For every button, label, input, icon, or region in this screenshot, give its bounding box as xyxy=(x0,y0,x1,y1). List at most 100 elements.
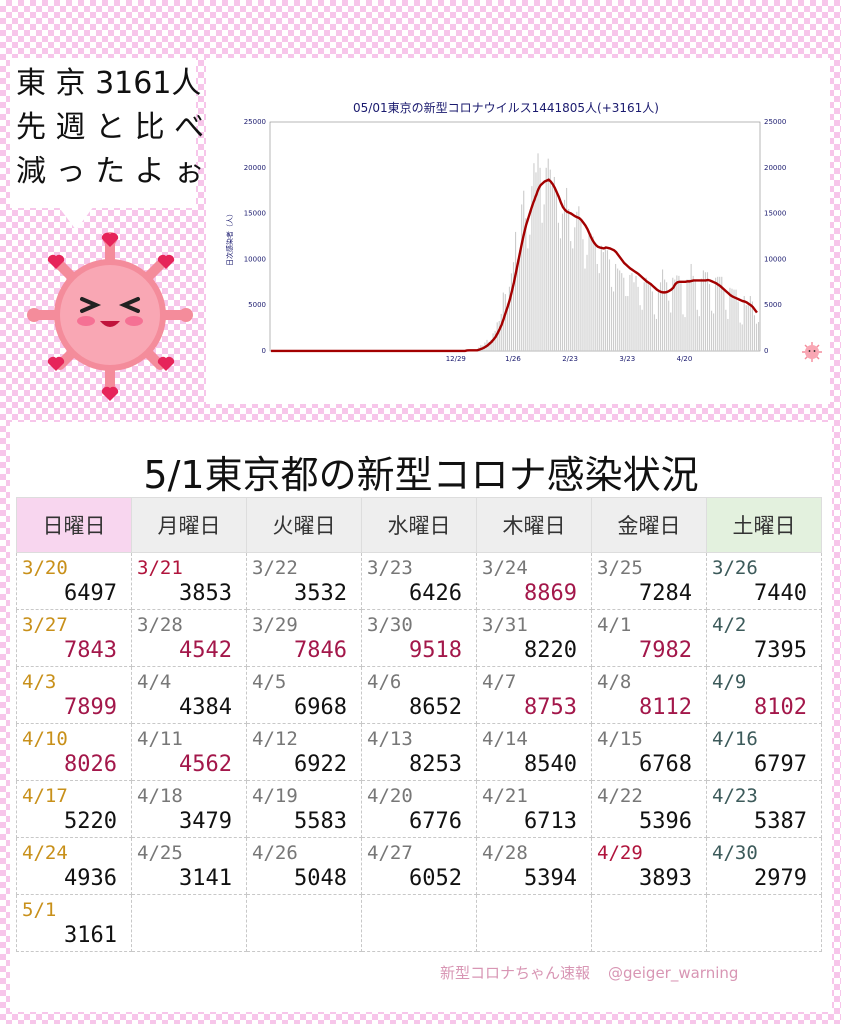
daily-bar xyxy=(672,277,674,351)
daily-bar xyxy=(664,279,666,351)
cell-count: 7899 xyxy=(64,695,117,720)
daily-bar xyxy=(757,322,760,351)
day-cell: 3/26 7440 xyxy=(706,552,822,610)
cell-date: 4/8 xyxy=(597,671,632,693)
day-cell: 4/8 8112 xyxy=(591,666,707,724)
day-cell: 4/16 6797 xyxy=(706,723,822,781)
daily-bar xyxy=(680,283,682,351)
cell-date: 4/22 xyxy=(597,785,643,807)
daily-bar xyxy=(659,282,662,351)
daily-bar xyxy=(561,213,564,351)
cell-date: 4/17 xyxy=(22,785,68,807)
cell-count: 7982 xyxy=(639,638,692,663)
daily-bar xyxy=(735,289,737,351)
cell-count: 8869 xyxy=(524,581,577,606)
cell-count: 7843 xyxy=(64,638,117,663)
daily-bar xyxy=(492,333,494,351)
cell-count: 8540 xyxy=(524,752,577,777)
daily-bar xyxy=(690,263,692,351)
daily-bar xyxy=(627,296,629,351)
cell-date: 4/19 xyxy=(252,785,298,807)
daily-bar xyxy=(578,206,580,351)
daily-bar xyxy=(737,301,739,351)
cell-date: 4/25 xyxy=(137,842,183,864)
day-cell: 4/28 5394 xyxy=(476,837,592,895)
day-cell: 4/20 6776 xyxy=(361,780,477,838)
daily-bar xyxy=(521,204,523,351)
cell-count: 9518 xyxy=(409,638,462,663)
daily-bar xyxy=(643,282,645,351)
day-cell: 3/23 6426 xyxy=(361,552,477,610)
cell-count: 7440 xyxy=(754,581,807,606)
cell-date: 4/24 xyxy=(22,842,68,864)
daily-bar xyxy=(655,318,657,351)
daily-bar xyxy=(749,296,751,351)
cell-count: 6776 xyxy=(409,809,462,834)
daily-bar xyxy=(706,272,709,351)
daily-bar xyxy=(747,305,749,351)
day-cell: 4/4 4384 xyxy=(131,666,247,724)
daily-bar xyxy=(529,234,531,351)
cell-count: 8220 xyxy=(524,638,577,663)
daily-bar xyxy=(574,227,576,351)
cell-date: 5/1 xyxy=(22,899,57,921)
cell-date: 3/27 xyxy=(22,614,68,636)
day-cell: 4/1 7982 xyxy=(591,609,707,667)
weekly-case-table: 日曜日 月曜日 火曜日 水曜日 木曜日 金曜日 土曜日 3/20 6497 3/21 3853 3/… xyxy=(16,497,822,952)
day-cell: 4/7 8753 xyxy=(476,666,592,724)
daily-bar xyxy=(621,273,623,351)
day-cell: 4/10 8026 xyxy=(16,723,132,781)
day-cell: 3/22 3532 xyxy=(246,552,362,610)
daily-bar xyxy=(635,275,637,351)
daily-bar xyxy=(582,239,584,351)
daily-bar xyxy=(580,218,582,351)
daily-bar xyxy=(617,268,619,351)
cell-date: 3/28 xyxy=(137,614,183,636)
daily-bar xyxy=(641,309,643,351)
daily-bar xyxy=(586,254,588,351)
cell-count: 5220 xyxy=(64,809,117,834)
cell-count: 3161 xyxy=(64,923,117,948)
weekday-header: 火曜日 xyxy=(246,497,362,553)
x-tick-label: 3/23 xyxy=(619,355,635,363)
day-cell xyxy=(246,894,362,952)
cell-count: 5048 xyxy=(294,866,347,891)
day-cell: 4/12 6922 xyxy=(246,723,362,781)
cell-count: 3532 xyxy=(294,581,347,606)
daily-bar xyxy=(684,317,686,351)
daily-bar xyxy=(535,172,537,351)
daily-bar xyxy=(610,286,613,351)
daily-bar xyxy=(715,277,717,351)
y-axis-ticks: 0 0 5000 5000 10000 10000 15000 15000 20000 20000… xyxy=(244,118,787,355)
day-cell xyxy=(591,894,707,952)
daily-bar xyxy=(743,296,745,351)
daily-bar xyxy=(755,323,758,351)
table-row: 3/27 7843 3/28 4542 3/29 7846 3/30 9518 3/31 8220… xyxy=(16,609,822,667)
weekday-header: 土曜日 xyxy=(706,497,822,553)
day-cell: 4/24 4936 xyxy=(16,837,132,895)
daily-bar xyxy=(751,301,753,351)
daily-bar xyxy=(600,245,602,351)
cell-date: 4/2 xyxy=(712,614,747,636)
cell-date: 4/6 xyxy=(367,671,402,693)
weekday-header: 金曜日 xyxy=(591,497,707,553)
daily-bar xyxy=(711,310,713,351)
daily-bar xyxy=(717,276,719,351)
cell-date: 3/24 xyxy=(482,557,528,579)
daily-bar xyxy=(631,273,633,351)
daily-bar xyxy=(727,318,729,351)
daily-bar xyxy=(584,268,586,351)
cell-count: 7284 xyxy=(639,581,692,606)
daily-bar xyxy=(692,275,694,351)
daily-bar xyxy=(613,291,615,351)
day-cell xyxy=(476,894,592,952)
day-cell: 3/30 9518 xyxy=(361,609,477,667)
day-cell: 4/21 6713 xyxy=(476,780,592,838)
daily-bar xyxy=(559,238,562,351)
speech-bubble-tail xyxy=(58,206,94,230)
cell-date: 3/31 xyxy=(482,614,528,636)
cell-date: 3/30 xyxy=(367,614,413,636)
speech-text: 東 京 3161人 先 週 と 比 べ 減 っ た よ ぉ xyxy=(16,66,205,189)
chart-title: 05/01東京の新型コロナウイルス1441805人(+3161人) xyxy=(353,100,659,115)
daily-bar xyxy=(568,209,570,351)
